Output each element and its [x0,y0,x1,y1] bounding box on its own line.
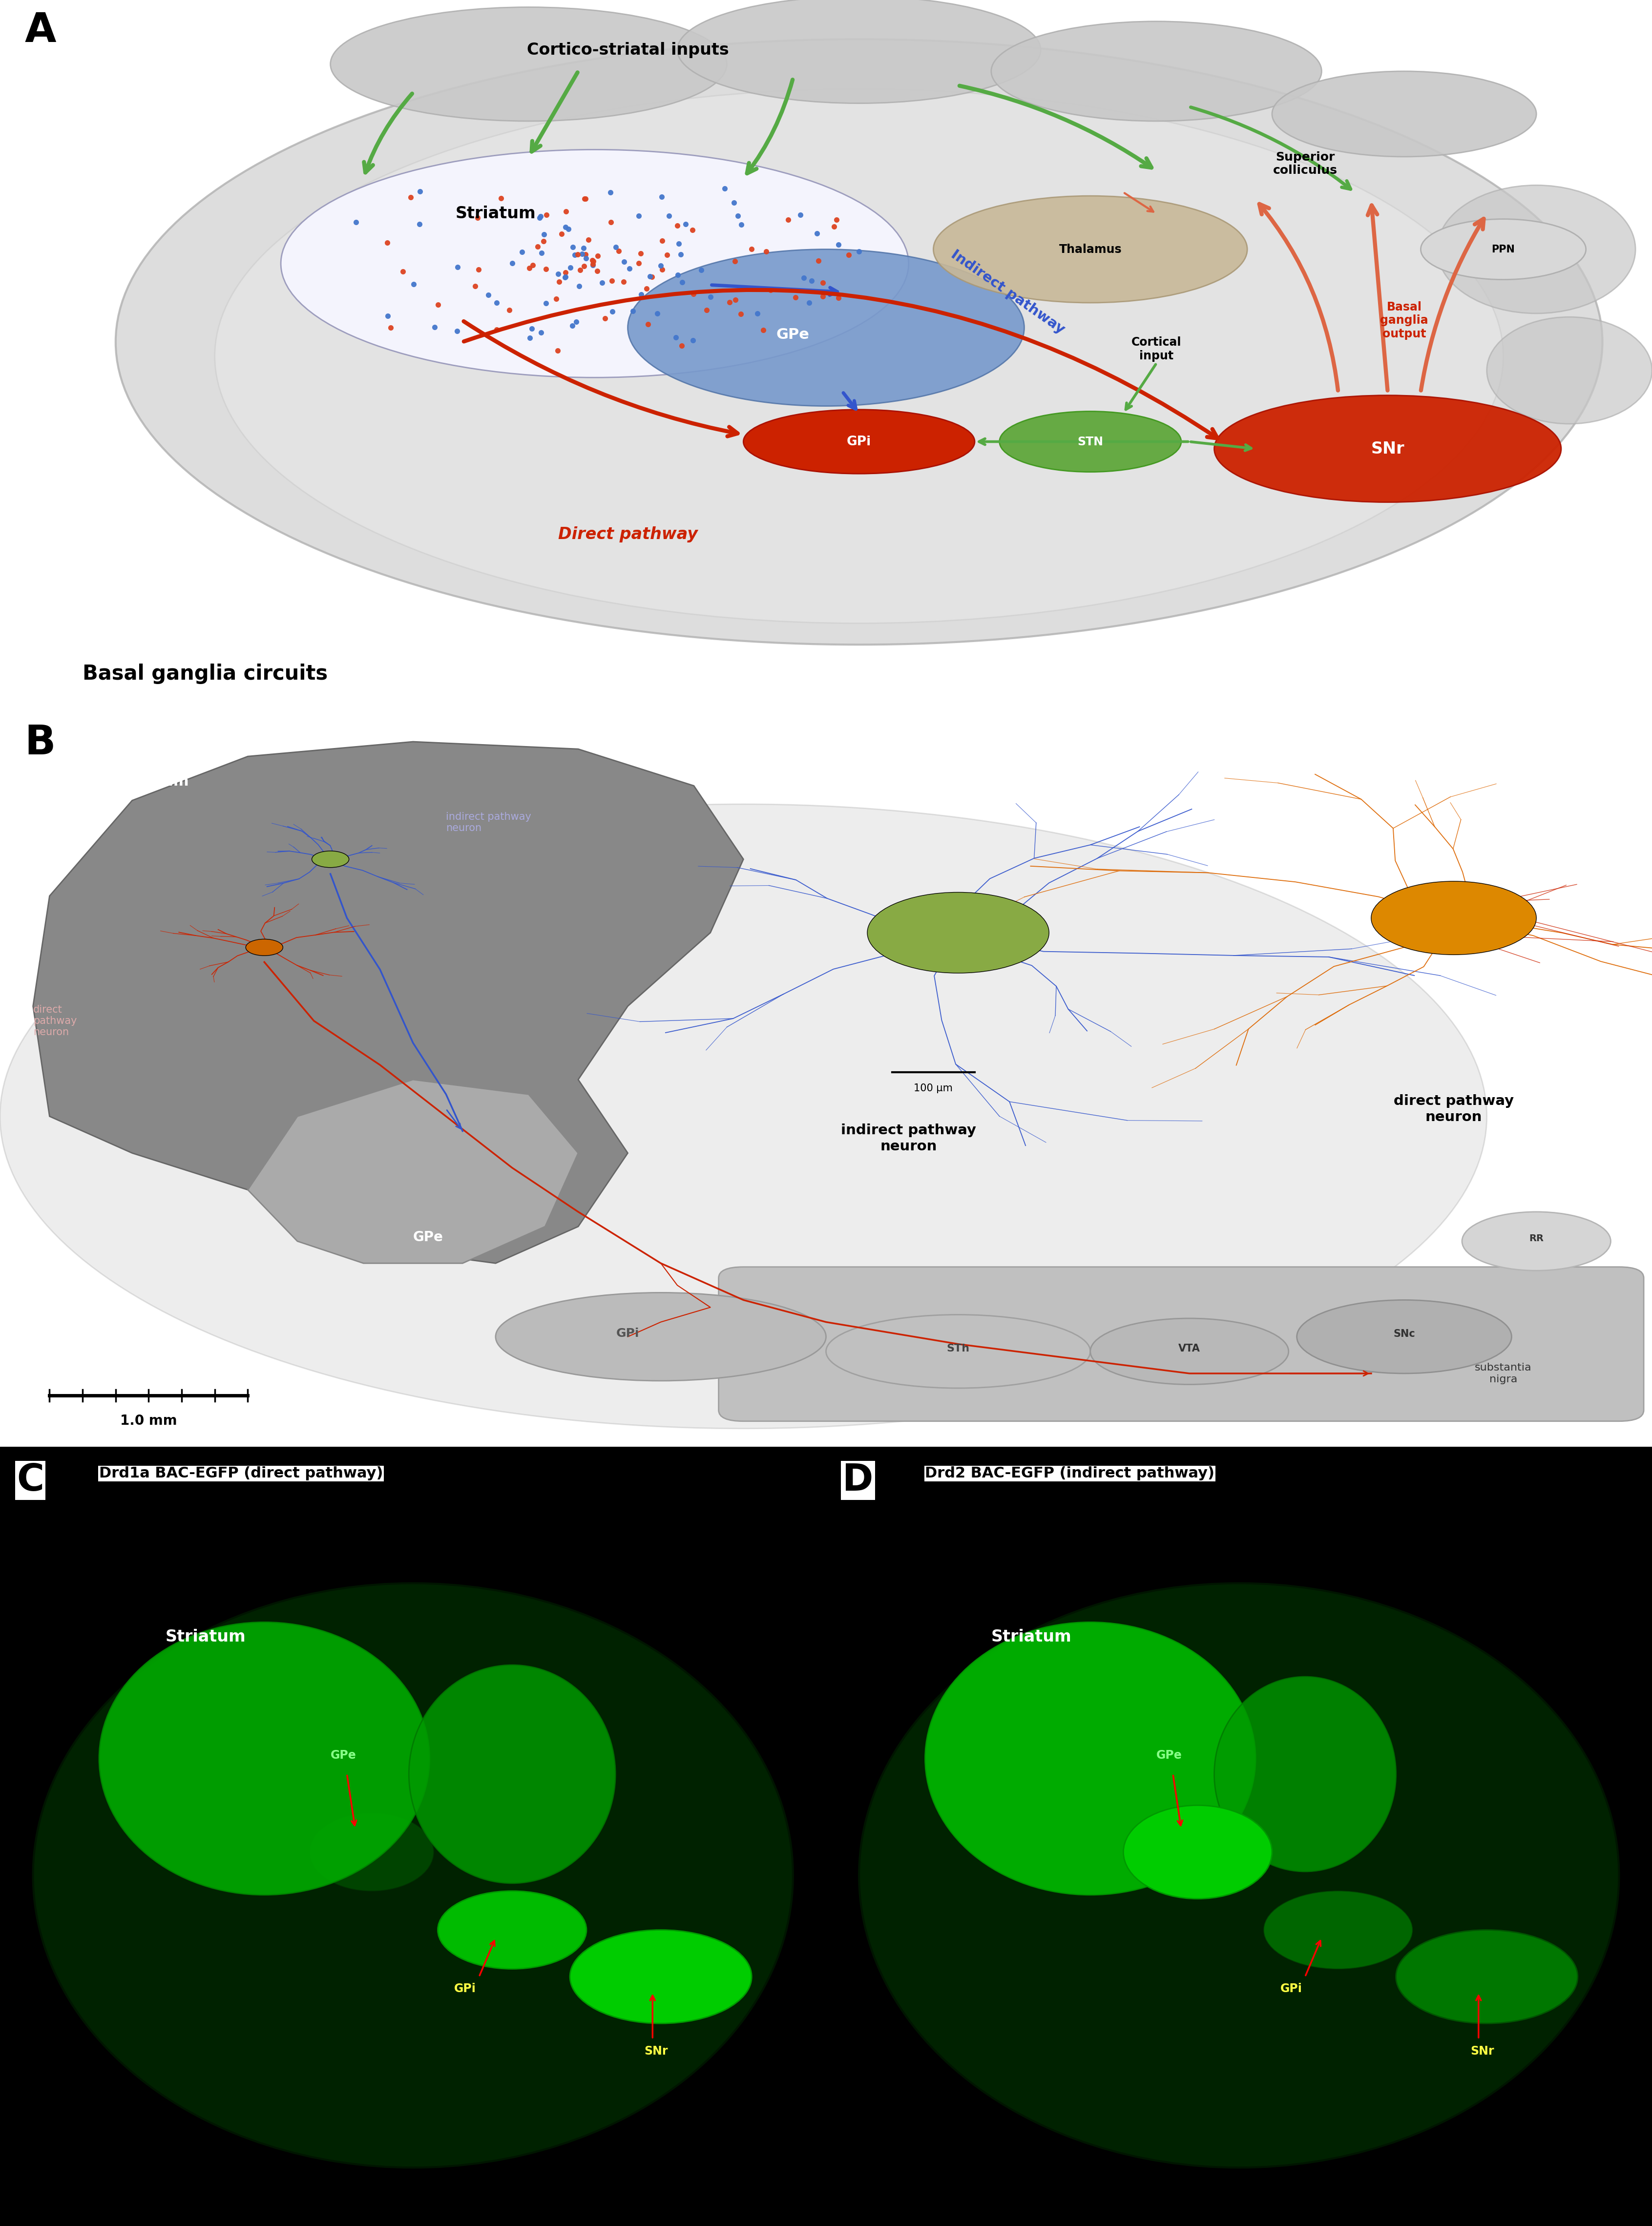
Text: VTA: VTA [1178,1345,1201,1353]
Text: Cortico-striatal inputs: Cortico-striatal inputs [527,42,729,58]
Ellipse shape [1264,1890,1412,1970]
FancyBboxPatch shape [826,1447,1652,2226]
Text: 1.0 mm: 1.0 mm [121,1414,177,1427]
Text: direct
pathway
neuron: direct pathway neuron [33,1004,76,1037]
Ellipse shape [1396,1930,1578,2023]
Ellipse shape [330,7,727,120]
Ellipse shape [925,1623,1256,1894]
Text: GPi: GPi [454,1983,476,1994]
Text: GPi: GPi [616,1327,639,1340]
Ellipse shape [1462,1211,1611,1271]
Text: Striatum: Striatum [165,1629,246,1645]
Ellipse shape [867,893,1049,973]
Ellipse shape [570,1930,752,2023]
Ellipse shape [991,22,1322,120]
Text: indirect pathway
neuron: indirect pathway neuron [841,1124,976,1153]
Text: Direct pathway: Direct pathway [558,525,697,543]
Text: SNr: SNr [644,2046,667,2057]
Text: GPi: GPi [847,436,871,447]
Ellipse shape [496,1293,826,1380]
Ellipse shape [1421,218,1586,280]
PathPatch shape [248,1080,578,1264]
Text: 100 μm: 100 μm [914,1084,953,1093]
Text: direct pathway
neuron: direct pathway neuron [1394,1095,1513,1124]
Text: STN: STN [1077,436,1104,447]
Ellipse shape [933,196,1247,303]
FancyBboxPatch shape [719,1267,1644,1420]
Ellipse shape [1090,1318,1289,1385]
FancyBboxPatch shape [0,1447,826,2226]
Ellipse shape [246,939,282,955]
Ellipse shape [628,249,1024,405]
Ellipse shape [1272,71,1536,156]
Text: SNr: SNr [1470,2046,1493,2057]
Text: A: A [25,11,56,51]
Text: GPe: GPe [776,327,809,343]
Ellipse shape [0,804,1487,1429]
Ellipse shape [826,1316,1090,1389]
Text: GPe: GPe [330,1750,357,1761]
Text: Drd2 BAC-EGFP (indirect pathway): Drd2 BAC-EGFP (indirect pathway) [925,1467,1214,1480]
Text: SNr: SNr [1371,441,1404,456]
Text: Indirect pathway: Indirect pathway [948,247,1067,336]
Text: B: B [25,723,56,764]
Text: Striatum: Striatum [991,1629,1072,1645]
Text: substantia
nigra: substantia nigra [1475,1362,1531,1385]
PathPatch shape [33,741,743,1264]
Text: Superior
colliculus: Superior colliculus [1272,151,1338,176]
Text: STh: STh [947,1345,970,1353]
Ellipse shape [743,410,975,474]
Ellipse shape [1297,1300,1512,1373]
Ellipse shape [99,1623,430,1894]
Ellipse shape [311,1812,434,1892]
Text: D: D [843,1462,874,1498]
Ellipse shape [677,0,1041,102]
Text: Striatum: Striatum [456,205,535,223]
Text: Drd1a BAC-EGFP (direct pathway): Drd1a BAC-EGFP (direct pathway) [99,1467,383,1480]
Text: Striatum: Striatum [116,775,190,788]
Ellipse shape [33,1583,793,2168]
Ellipse shape [999,412,1181,472]
Ellipse shape [215,89,1503,623]
Text: PPN: PPN [1492,245,1515,254]
Ellipse shape [410,1665,616,1883]
Ellipse shape [116,40,1602,646]
Ellipse shape [438,1890,586,1970]
Ellipse shape [859,1583,1619,2168]
Ellipse shape [1371,881,1536,955]
Ellipse shape [281,149,909,378]
Text: GPe: GPe [413,1231,443,1244]
Text: Basal
ganglia
output: Basal ganglia output [1379,301,1429,341]
Ellipse shape [1214,396,1561,503]
Text: SNc: SNc [1393,1329,1416,1338]
Ellipse shape [312,850,349,868]
Ellipse shape [1214,1676,1396,1872]
Ellipse shape [1487,316,1652,423]
Text: Cortical
input: Cortical input [1132,336,1181,361]
Ellipse shape [1437,185,1635,314]
Text: Basal ganglia circuits: Basal ganglia circuits [83,663,327,683]
Text: GPe: GPe [1156,1750,1183,1761]
Text: RR: RR [1530,1233,1543,1242]
Ellipse shape [1123,1805,1272,1899]
Text: Thalamus: Thalamus [1059,243,1122,256]
Text: indirect pathway
neuron: indirect pathway neuron [446,812,532,833]
Text: GPi: GPi [1280,1983,1302,1994]
Text: C: C [17,1462,45,1498]
